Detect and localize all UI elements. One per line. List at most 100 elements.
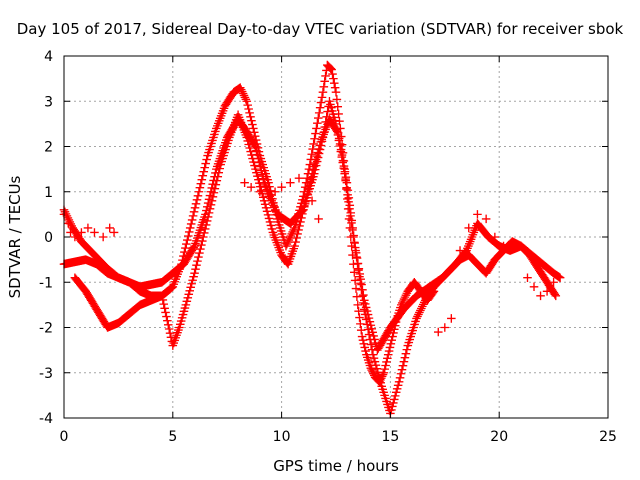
- data-point: [178, 310, 188, 319]
- data-point: [369, 331, 378, 341]
- data-point: [109, 228, 119, 237]
- data-point: [188, 275, 197, 285]
- data-point: [213, 172, 223, 181]
- data-point: [183, 293, 193, 303]
- data-point: [186, 283, 195, 292]
- data-point: [201, 220, 211, 230]
- data-point: [367, 345, 377, 354]
- data-point: [183, 235, 192, 245]
- data-point: [250, 161, 259, 170]
- data-point: [250, 131, 260, 141]
- data-point: [366, 340, 376, 349]
- data-point: [355, 313, 364, 322]
- data-point: [193, 191, 203, 201]
- data-point: [315, 141, 325, 150]
- data-point: [343, 194, 352, 204]
- data-point: [362, 320, 372, 329]
- data-point: [178, 255, 187, 265]
- data-point: [291, 237, 300, 247]
- data-point: [199, 228, 209, 238]
- data-point: [343, 185, 353, 195]
- data-point: [180, 247, 189, 257]
- data-point: [455, 246, 465, 255]
- data-point: [64, 219, 73, 228]
- data-point: [246, 112, 255, 122]
- data-point: [320, 77, 329, 86]
- data-point: [253, 143, 263, 153]
- data-point: [351, 284, 361, 293]
- data-point: [66, 228, 75, 237]
- data-point: [384, 346, 394, 356]
- data-point: [447, 314, 456, 323]
- data-point: [355, 272, 364, 281]
- data-point: [164, 324, 174, 334]
- data-point: [243, 100, 252, 110]
- data-point: [189, 272, 198, 281]
- data-point: [335, 139, 345, 149]
- data-point: [395, 373, 405, 383]
- data-point: [351, 246, 360, 255]
- y-tick-label: 2: [44, 140, 53, 156]
- data-point: [187, 279, 196, 289]
- data-point: [257, 185, 266, 195]
- data-point: [187, 215, 197, 225]
- data-points: [59, 60, 565, 418]
- data-point: [264, 178, 273, 187]
- y-tick-label: -1: [39, 275, 53, 291]
- data-point: [402, 345, 412, 354]
- data-point: [380, 364, 390, 374]
- data-point: [342, 178, 352, 187]
- data-point: [191, 264, 200, 274]
- data-point: [356, 319, 365, 329]
- data-point: [375, 375, 385, 384]
- data-point: [77, 228, 86, 237]
- data-point: [183, 231, 193, 241]
- data-point: [360, 343, 369, 352]
- data-point: [390, 391, 400, 401]
- data-point: [349, 231, 358, 240]
- series-3: [59, 173, 558, 337]
- data-point: [387, 405, 396, 415]
- data-point: [352, 252, 361, 262]
- data-point: [202, 216, 212, 226]
- data-point: [269, 198, 278, 208]
- data-point: [344, 193, 354, 203]
- data-point: [292, 233, 301, 243]
- data-point: [481, 214, 491, 224]
- data-point: [165, 328, 175, 338]
- data-point: [204, 208, 214, 218]
- data-point: [317, 93, 327, 102]
- data-point: [328, 69, 337, 79]
- data-point: [294, 225, 303, 235]
- data-point: [551, 291, 561, 301]
- data-point: [332, 127, 342, 136]
- data-point: [196, 244, 205, 254]
- data-point: [371, 360, 381, 370]
- data-point: [397, 365, 407, 375]
- data-point: [374, 371, 384, 381]
- data-point: [270, 202, 279, 212]
- data-point: [277, 182, 286, 192]
- data-point: [389, 395, 399, 404]
- data-point: [347, 216, 356, 225]
- data-point: [243, 136, 253, 146]
- data-point: [340, 167, 350, 176]
- data-point: [309, 139, 318, 149]
- data-point: [354, 306, 363, 316]
- data-point: [316, 98, 326, 107]
- data-point: [211, 180, 221, 189]
- data-point: [361, 315, 371, 324]
- data-point: [202, 155, 211, 164]
- data-point: [244, 140, 253, 149]
- data-point: [348, 223, 357, 233]
- data-point: [290, 241, 299, 251]
- data-point: [297, 213, 306, 223]
- data-point: [334, 109, 343, 119]
- data-point: [293, 229, 302, 239]
- data-point: [212, 176, 222, 185]
- data-point: [311, 129, 320, 138]
- data-point: [326, 64, 336, 73]
- data-point: [314, 108, 324, 118]
- data-point: [336, 145, 346, 154]
